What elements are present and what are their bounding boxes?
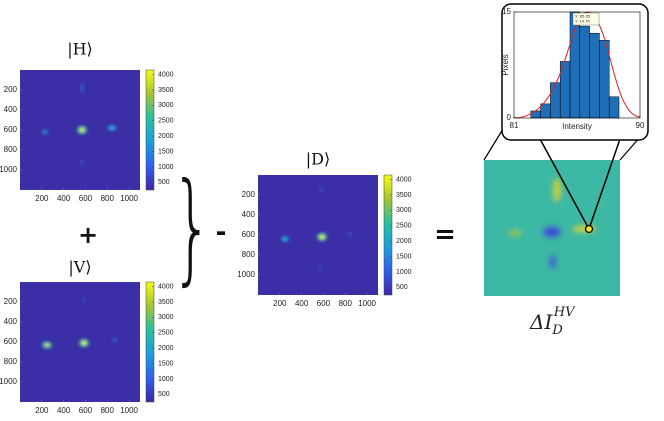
- x-tick-label: 800: [101, 406, 115, 415]
- colorbar-tick-label: 1000: [158, 164, 174, 171]
- x-tick-label: 800: [101, 194, 115, 203]
- x-tick-label: 200: [273, 299, 287, 308]
- colorbar-tick-label: 2500: [158, 118, 174, 125]
- x-tick-label: 1000: [120, 406, 138, 415]
- bar: [540, 103, 551, 119]
- minus: -: [216, 218, 227, 248]
- y-tick-label: 200: [4, 85, 18, 94]
- brace: }: [171, 157, 213, 297]
- y-tick-label: 600: [242, 230, 256, 239]
- bar: [550, 82, 561, 119]
- colorbar-tick-label: 4000: [158, 283, 174, 290]
- x-tick-label: 800: [339, 299, 353, 308]
- x-tick-label: 400: [57, 406, 71, 415]
- result-superscript: HV: [553, 305, 576, 320]
- x-axis-label: Intensity: [562, 122, 592, 131]
- colorbar-tick-label: 3000: [158, 102, 174, 109]
- y-tick-label: 600: [4, 125, 18, 134]
- colorbar-tick-label: 1500: [396, 253, 412, 260]
- colorbar-tick-label: 2000: [158, 133, 174, 140]
- bar: [569, 11, 581, 119]
- colorbar-tick-label: 1500: [158, 360, 174, 367]
- plot-frame: [513, 11, 641, 119]
- bar: [599, 40, 610, 119]
- colorbar-tick-label: 1500: [158, 148, 174, 155]
- colorbar-tick-label: 1000: [158, 376, 174, 383]
- y-axis-label: Pixels: [501, 54, 510, 75]
- y-tick-label: 800: [242, 250, 256, 259]
- y-tick-label: 800: [4, 357, 18, 366]
- colorbar-tick-label: 3000: [396, 207, 412, 214]
- y-tick-label: 200: [242, 190, 256, 199]
- x-tick-label: 90: [636, 121, 645, 130]
- spots-d: [281, 187, 352, 270]
- x-tick-label: 81: [510, 121, 519, 130]
- spots-h: [42, 83, 116, 165]
- zoom-line: [483, 128, 504, 161]
- equals: =: [434, 220, 456, 250]
- result-subscript: D: [551, 323, 563, 338]
- x-tick-label: 600: [317, 299, 331, 308]
- colorbar-tick-label: 2000: [158, 345, 174, 352]
- y-tick-label: 1000: [0, 377, 18, 386]
- colorbar-tick-label: 2500: [158, 330, 174, 337]
- colorbar-tick-label: 1000: [396, 269, 412, 276]
- y-tick-label: 400: [4, 317, 18, 326]
- y-tick-label: 1000: [0, 165, 18, 174]
- zoom-line: [539, 138, 590, 230]
- y-tick-label: 200: [4, 297, 18, 306]
- bar: [608, 96, 620, 119]
- colorbar-tick-label: 4000: [396, 176, 412, 183]
- spots-v: [42, 297, 117, 349]
- y-tick-label: 400: [4, 105, 18, 114]
- datatip-text: X: 85.35: [575, 14, 591, 19]
- colorbar-tick-label: 3500: [158, 87, 174, 94]
- y-tick-label: 0: [507, 113, 512, 122]
- result-symbol: ΔI: [529, 310, 553, 334]
- x-tick-label: 600: [79, 194, 93, 203]
- x-tick-label: 600: [79, 406, 93, 415]
- bar: [530, 110, 541, 119]
- datatip: [572, 12, 600, 26]
- panel-title: |D⟩: [306, 150, 330, 169]
- colorbar-tick-label: 2000: [396, 238, 412, 245]
- selected-pixel: [584, 224, 594, 234]
- colorbar-tick-label: 500: [396, 284, 408, 291]
- colorbar: [145, 69, 155, 191]
- colorbar-tick-label: 500: [158, 391, 170, 398]
- datatip-text: Y: 14.75: [575, 19, 590, 24]
- colorbar-tick-label: 3000: [158, 314, 174, 321]
- panel-title: |H⟩: [67, 40, 93, 59]
- colorbar: [145, 281, 155, 403]
- y-tick-label: 600: [4, 337, 18, 346]
- y-tick-label: 400: [242, 210, 256, 219]
- zoom-line: [588, 138, 621, 230]
- images: [20, 3, 649, 402]
- x-tick-label: 400: [295, 299, 309, 308]
- x-tick-label: 200: [35, 194, 49, 203]
- bar: [579, 25, 590, 119]
- colorbar-tick-label: 4000: [158, 71, 174, 78]
- x-tick-label: 200: [35, 406, 49, 415]
- colorbar-tick-label: 3500: [396, 192, 412, 199]
- y-tick-label: 800: [4, 145, 18, 154]
- x-tick-label: 400: [57, 194, 71, 203]
- plus: +: [78, 221, 98, 249]
- colorbar-tick-label: 3500: [158, 299, 174, 306]
- colorbar-tick-label: 2500: [396, 223, 412, 230]
- y-tick-label: 15: [502, 7, 511, 16]
- colorbar-tick-label: 500: [158, 179, 170, 186]
- y-tick-label: 1000: [237, 270, 255, 279]
- panel-title: |V⟩: [68, 258, 91, 277]
- colorbar: [383, 174, 393, 296]
- x-tick-label: 1000: [120, 194, 138, 203]
- bar: [589, 32, 600, 119]
- result-label: ΔID HV: [529, 305, 576, 338]
- x-tick-label: 1000: [358, 299, 376, 308]
